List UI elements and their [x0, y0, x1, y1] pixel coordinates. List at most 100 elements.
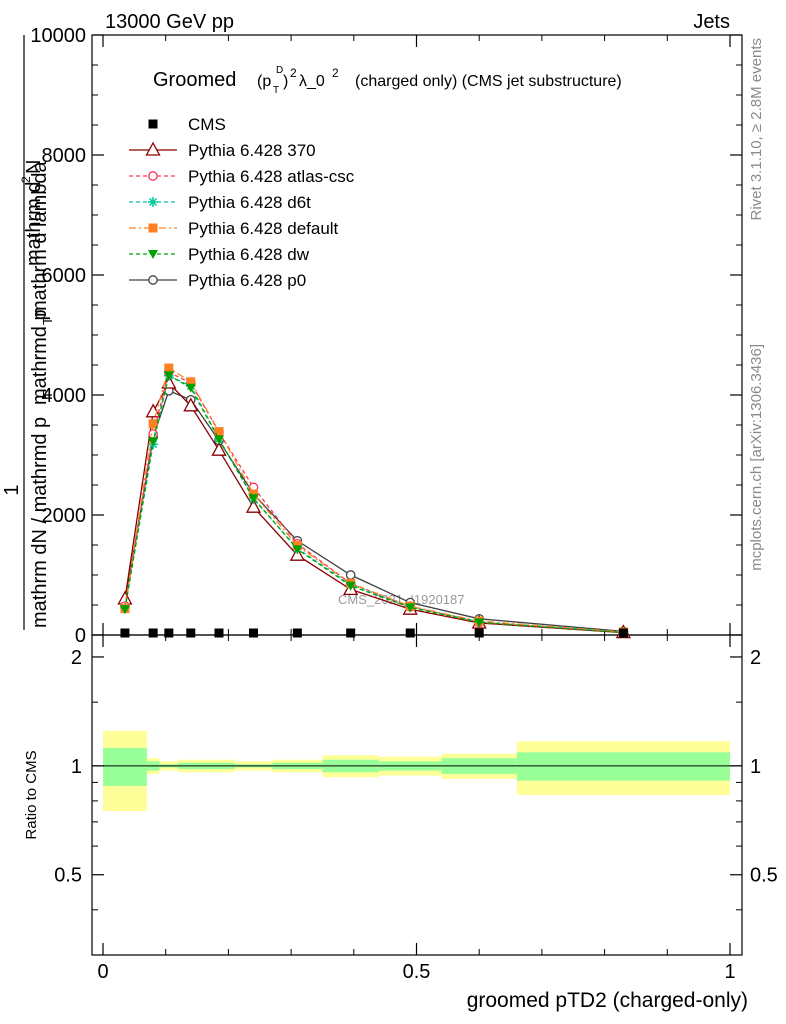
data-point [186, 377, 196, 387]
data-point [292, 545, 303, 555]
title-main: Groomed [153, 69, 236, 91]
data-point [345, 581, 356, 591]
legend-entry: Pythia 6.428 atlas-csc [129, 167, 355, 186]
data-point [618, 628, 628, 638]
legend-marker [148, 197, 158, 207]
title-sup-2b: 2 [332, 66, 339, 80]
x-tick-label: 1 [724, 961, 735, 983]
legend-label: Pythia 6.428 p0 [188, 271, 306, 290]
ratio-axes: 0.5 0.5 1 1 2 2 [54, 647, 778, 911]
legend-marker [148, 250, 158, 259]
data-point [405, 628, 415, 638]
legend-entry: Pythia 6.428 d6t [129, 193, 311, 212]
data-point [163, 371, 174, 381]
legend-label: Pythia 6.428 atlas-csc [188, 167, 355, 186]
data-point [148, 628, 158, 638]
y-tick-label: 8000 [42, 145, 87, 167]
x-axis: 0 0.5 1 [97, 35, 736, 983]
title-close: ) [283, 73, 288, 90]
ylabel-den2: mathrmd p [29, 309, 51, 405]
legend-entry: CMS [148, 115, 226, 134]
legend-entry: Pythia 6.428 p0 [129, 271, 306, 290]
ratio-tick-label-right: 1 [750, 756, 761, 778]
series-layer [117, 363, 632, 639]
ylabel-den2-sub: T [40, 317, 55, 325]
data-point [474, 618, 485, 628]
legend-entry: Pythia 6.428 default [129, 219, 339, 238]
legend-marker [148, 171, 158, 181]
header-right: Jets [693, 11, 730, 33]
title-p: (p [257, 73, 271, 90]
data-point [214, 427, 224, 437]
y-tick-label: 10000 [30, 25, 86, 47]
series-line [124, 374, 624, 633]
ylabel-den2-rest: mathrm d lambda [29, 161, 51, 317]
data-point [214, 628, 224, 638]
data-point [119, 605, 130, 615]
ylabel-num-rest: N [23, 160, 45, 174]
rivet-version-label: Rivet 3.1.10, ≥ 2.8M events [748, 38, 765, 221]
ratio-band-inner [103, 748, 147, 786]
title-lambda: λ_0 [299, 73, 325, 90]
data-point [186, 628, 196, 638]
ylabel-num-sup: 2 [19, 176, 33, 183]
data-point [183, 397, 199, 412]
series-line [124, 374, 624, 634]
data-point [148, 419, 158, 429]
data-point [164, 628, 174, 638]
y-axis-label-ratio: Ratio to CMS [23, 750, 40, 839]
legend-marker [148, 275, 158, 285]
data-point [211, 441, 227, 456]
y-axis-label-main: 1 mathrm dN / mathrmd p T mathrm d 2 N m… [1, 35, 55, 630]
data-point [248, 494, 259, 504]
legend-marker [148, 223, 158, 233]
title-sup-d: D [276, 65, 283, 76]
plot-title: Groomed (p T D ) 2 λ_0 2 (charged only) … [153, 65, 622, 96]
data-point [145, 403, 161, 418]
x-tick-label: 0 [97, 961, 108, 983]
y-tick-label: 6000 [42, 265, 87, 287]
y-tick-label: 4000 [42, 385, 87, 407]
data-point [185, 383, 196, 393]
data-point [346, 628, 356, 638]
ylabel-one: 1 [1, 484, 23, 495]
series-0 [120, 628, 628, 638]
main-axes: 0 2000 4000 6000 8000 10000 [30, 25, 742, 647]
data-point [248, 628, 258, 638]
series-line [124, 366, 624, 633]
mcplots-label: mcplots.cern.ch [arXiv:1306.3436] [748, 344, 765, 571]
title-rest: (charged only) (CMS jet substructure) [355, 73, 622, 90]
legend-entry: Pythia 6.428 370 [129, 141, 316, 160]
data-point [120, 628, 130, 638]
legend-marker [145, 141, 161, 156]
ratio-tick-label: 1 [71, 756, 82, 778]
ylabel-denom-sub: T [40, 391, 55, 399]
data-point [248, 489, 258, 499]
data-point [474, 628, 484, 638]
ylabel-denom: mathrm dN / mathrmd p [29, 417, 51, 628]
title-sub-t: T [273, 85, 279, 96]
data-point [148, 437, 159, 447]
legend-label: CMS [188, 115, 226, 134]
legend: CMS Pythia 6.428 370 Pythia 6.428 atlas-cs… [129, 115, 355, 290]
title-sup-2: 2 [290, 66, 297, 80]
data-point [345, 570, 356, 580]
ylabel-num: mathrm d [23, 182, 45, 266]
legend-label: Pythia 6.428 370 [188, 141, 316, 160]
data-point [164, 363, 174, 373]
x-tick-label: 0.5 [403, 961, 431, 983]
x-axis-label: groomed pTD2 (charged-only) [467, 989, 748, 1012]
header-left: 13000 GeV pp [105, 11, 234, 33]
legend-label: Pythia 6.428 d6t [188, 193, 311, 212]
ratio-tick-label: 2 [71, 647, 82, 669]
data-point [405, 603, 416, 613]
ratio-band-inner [516, 752, 730, 781]
y-tick-label: 0 [75, 625, 86, 647]
ratio-bands [92, 730, 742, 812]
data-point [213, 435, 224, 445]
legend-label: Pythia 6.428 dw [188, 245, 310, 264]
ratio-tick-label: 0.5 [54, 865, 82, 887]
y-tick-label: 2000 [42, 505, 87, 527]
data-point [292, 628, 302, 638]
